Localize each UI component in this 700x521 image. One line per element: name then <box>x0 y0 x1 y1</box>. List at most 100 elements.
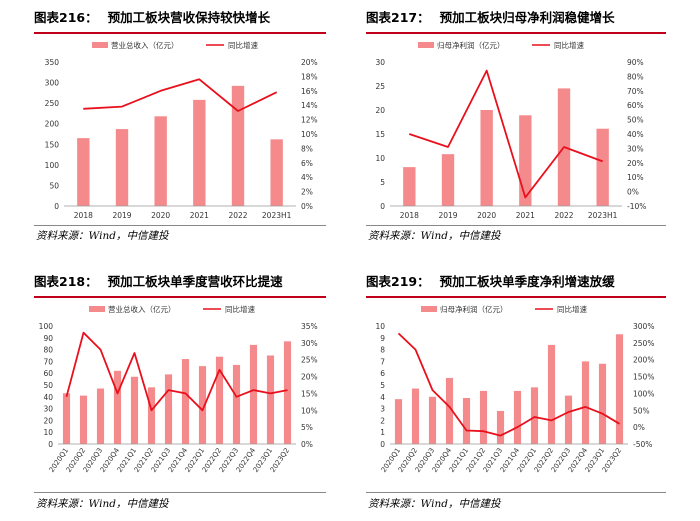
right-axis-tick-label: 90% <box>627 58 644 67</box>
legend-bar-label: 归母净利润（亿元） <box>440 304 508 314</box>
bar <box>231 85 245 206</box>
left-axis-tick-label: 30 <box>43 405 53 414</box>
left-axis-tick-label: 3 <box>380 405 385 414</box>
right-axis-tick-label: 2% <box>301 188 313 197</box>
category-label: 2020 <box>151 211 170 218</box>
legend-bar-label: 营业总收入（亿元） <box>111 40 179 50</box>
category-label: 2023H1 <box>588 211 618 218</box>
left-axis-tick-label: 0 <box>54 202 59 211</box>
chart-panel-3: 图表218： 预加工板块单季度营收环比提速 营业总收入（亿元） 同比增速 0 10 20 3… <box>34 272 326 517</box>
bar <box>232 364 241 444</box>
left-axis-tick-label: 7 <box>380 357 385 366</box>
panel-title: 图表218： 预加工板块单季度营收环比提速 <box>34 272 283 292</box>
left-axis-tick-label: 0 <box>380 202 385 211</box>
right-axis-tick-label: 0% <box>301 202 313 211</box>
left-axis-tick-label: 0 <box>48 440 53 449</box>
right-axis-tick-label: 4% <box>301 173 313 182</box>
chart-panel-2: 图表217： 预加工板块归母净利润稳健增长 归母净利润（亿元） 同比增速 0 5 10 15… <box>366 8 666 243</box>
source-rule <box>34 492 326 493</box>
right-axis-tick-label: 16% <box>301 87 318 96</box>
source-rule <box>366 225 666 226</box>
bar <box>62 393 71 444</box>
left-axis-tick-label: 100 <box>39 322 54 331</box>
title-rule <box>34 296 326 298</box>
right-axis-tick-label: 250% <box>633 339 654 348</box>
left-axis-tick-label: 10 <box>375 154 385 163</box>
legend-bar-swatch <box>418 42 434 48</box>
right-axis-tick-label: 8% <box>301 144 313 153</box>
source-note: 资料来源：Wind，中信建投 <box>368 498 501 510</box>
source-note: 资料来源：Wind，中信建投 <box>36 498 169 510</box>
left-axis-tick-label: 30 <box>375 58 385 67</box>
legend-bar-label: 营业总收入（亿元） <box>108 304 176 314</box>
category-label: 2022 <box>228 211 247 218</box>
growth-line <box>409 69 604 199</box>
bar <box>164 374 173 444</box>
right-axis-tick-label: 30% <box>627 144 644 153</box>
right-axis-tick-label: 30% <box>301 339 318 348</box>
bar <box>96 388 105 444</box>
source-note: 资料来源：Wind，中信建投 <box>368 230 501 242</box>
legend-bar-swatch <box>421 306 437 312</box>
combo-chart: 归母净利润（亿元） 同比增速 0 1 2 3 4 5 6 7 8 9 10 -50% 0% 50% 100% 15… <box>375 304 654 474</box>
figure-number: 图表218： <box>34 274 98 289</box>
right-axis-tick-label: 12% <box>301 116 318 125</box>
bar <box>394 399 403 444</box>
figure-number: 图表217： <box>366 10 430 25</box>
panel-title: 图表219： 预加工板块单季度净利增速放缓 <box>366 272 615 292</box>
bar <box>441 154 455 206</box>
bar <box>462 397 471 444</box>
right-axis-tick-label: 5% <box>301 423 313 432</box>
category-label: 2023H1 <box>262 211 292 218</box>
category-label: 2019 <box>112 211 131 218</box>
bar <box>193 99 206 206</box>
bar <box>115 129 129 206</box>
left-axis-tick-label: 9 <box>380 334 385 343</box>
left-axis-tick-label: 80 <box>43 346 53 355</box>
bar <box>480 110 493 206</box>
left-axis-tick-label: 40 <box>43 393 53 402</box>
legend-bar-label: 归母净利润（亿元） <box>437 40 505 50</box>
left-axis-tick-label: 10 <box>43 428 53 437</box>
legend-line-label: 同比增速 <box>228 40 258 50</box>
right-axis-tick-label: 20% <box>627 159 644 168</box>
combo-chart: 营业总收入（亿元） 同比增速 0 10 20 30 40 50 60 70 80 90 100 0% 5% 1… <box>39 304 318 474</box>
legend-line-label: 同比增速 <box>557 304 587 314</box>
category-label: 2018 <box>74 211 93 218</box>
right-axis-tick-label: 10% <box>301 406 318 415</box>
category-label: 2021 <box>190 211 209 218</box>
bar <box>496 410 505 444</box>
left-axis-tick-label: 10 <box>375 322 385 331</box>
bar <box>77 138 90 206</box>
bar <box>130 376 139 444</box>
bar <box>581 361 590 444</box>
bar <box>403 167 416 206</box>
bar <box>445 377 454 444</box>
right-axis-tick-label: 6% <box>301 159 313 168</box>
right-axis-tick-label: 50% <box>633 406 650 415</box>
left-axis-tick-label: 300 <box>45 79 60 88</box>
bar <box>249 344 258 444</box>
left-axis-tick-label: 6 <box>380 369 385 378</box>
right-axis-tick-label: -50% <box>633 440 652 449</box>
right-axis-tick-label: 150% <box>633 373 654 382</box>
right-axis-tick-label: 0% <box>301 440 313 449</box>
bar <box>270 139 283 206</box>
category-label: 2019 <box>438 211 457 218</box>
left-axis-tick-label: 25 <box>375 82 385 91</box>
panel-title: 图表217： 预加工板块归母净利润稳健增长 <box>366 8 615 28</box>
title-rule <box>34 32 326 34</box>
bar <box>147 387 156 444</box>
legend: 归母净利润（亿元） 同比增速 <box>418 40 584 50</box>
right-axis-tick-label: 300% <box>633 322 654 331</box>
legend-line-label: 同比增速 <box>554 40 584 50</box>
bar <box>113 370 122 444</box>
right-axis-tick-label: 20% <box>301 373 318 382</box>
right-axis-tick-label: -10% <box>627 202 646 211</box>
bar <box>283 341 292 444</box>
category-label: 2022 <box>554 211 573 218</box>
bar <box>181 359 190 444</box>
category-label: 2021 <box>516 211 535 218</box>
figure-number: 图表216： <box>34 10 98 25</box>
right-axis-tick-label: 0% <box>627 188 639 197</box>
